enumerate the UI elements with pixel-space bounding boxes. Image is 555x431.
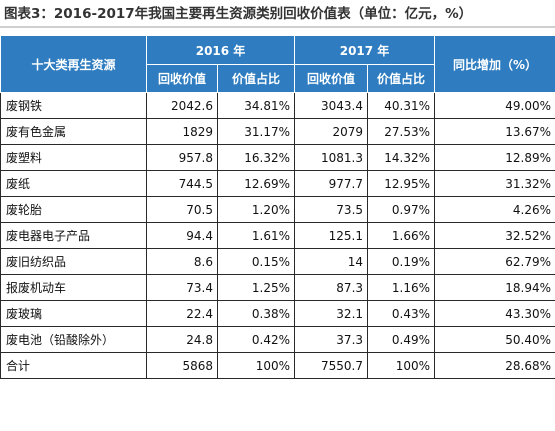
table-row: 废塑料 957.8 16.32% 1081.3 14.32% 12.89% [0,144,555,171]
cell-category: 废纸 [0,170,147,197]
cell-category: 废玻璃 [0,300,147,327]
table-row: 废电池（铅酸除外） 24.8 0.42% 37.3 0.49% 50.40% [0,326,555,353]
cell-value-2017: 87.3 [294,274,369,301]
cell-growth: 49.00% [434,92,555,119]
cell-share-2016: 1.61% [216,222,296,249]
cell-value-2017: 7550.7 [294,352,369,379]
cell-share-2016: 34.81% [216,92,296,119]
table-row: 废有色金属 1829 31.17% 2079 27.53% 13.67% [0,118,555,145]
cell-growth: 43.30% [434,300,555,327]
cell-share-2016: 31.17% [216,118,296,145]
cell-growth: 4.26% [434,196,555,223]
cell-value-2017: 3043.4 [294,92,369,119]
cell-value-2016: 744.5 [146,170,218,197]
cell-share-2016: 0.38% [216,300,296,327]
table-row: 报废机动车 73.4 1.25% 87.3 1.16% 18.94% [0,274,555,301]
cell-share-2017: 14.32% [367,144,436,171]
cell-share-2017: 0.97% [367,196,436,223]
cell-category: 废塑料 [0,144,147,171]
cell-share-2016: 1.20% [216,196,296,223]
cell-growth: 28.68% [434,352,555,379]
cell-value-2016: 1829 [146,118,218,145]
cell-share-2016: 0.15% [216,248,296,275]
table-row: 废钢铁 2042.6 34.81% 3043.4 40.31% 49.00% [0,92,555,119]
cell-share-2017: 12.95% [367,170,436,197]
cell-value-2017: 2079 [294,118,369,145]
cell-share-2017: 1.66% [367,222,436,249]
cell-value-2016: 24.8 [146,326,218,353]
cell-value-2017: 73.5 [294,196,369,223]
cell-growth: 31.32% [434,170,555,197]
header-value-2016: 回收价值 [146,64,218,93]
cell-share-2017: 100% [367,352,436,379]
cell-value-2016: 957.8 [146,144,218,171]
cell-share-2016: 16.32% [216,144,296,171]
cell-value-2016: 94.4 [146,222,218,249]
header-year-2016: 2016 年 [145,35,296,65]
cell-category: 废旧纺织品 [0,248,147,275]
cell-value-2017: 37.3 [294,326,369,353]
cell-share-2017: 27.53% [367,118,436,145]
header-growth: 同比增加（%） [434,35,555,93]
cell-category: 合计 [0,352,147,379]
cell-value-2016: 73.4 [146,274,218,301]
cell-category: 废电器电子产品 [0,222,147,249]
cell-share-2017: 0.19% [367,248,436,275]
title-divider [0,26,555,28]
cell-growth: 50.40% [434,326,555,353]
cell-category: 报废机动车 [0,274,147,301]
cell-growth: 13.67% [434,118,555,145]
header-value-2017: 回收价值 [294,64,369,93]
cell-share-2017: 40.31% [367,92,436,119]
table-row-total: 合计 5868 100% 7550.7 100% 28.68% [0,352,555,379]
cell-share-2016: 1.25% [216,274,296,301]
header-year-2017: 2017 年 [294,35,436,65]
table-title: 图表3：2016-2017年我国主要再生资源类别回收价值表（单位：亿元，%） [4,6,473,22]
cell-value-2016: 8.6 [146,248,218,275]
table-row: 废旧纺织品 8.6 0.15% 14 0.19% 62.79% [0,248,555,275]
table-row: 废玻璃 22.4 0.38% 32.1 0.43% 43.30% [0,300,555,327]
cell-share-2016: 100% [216,352,296,379]
table-body: 废钢铁 2042.6 34.81% 3043.4 40.31% 49.00% 废… [0,92,555,379]
cell-growth: 62.79% [434,248,555,275]
cell-category: 废电池（铅酸除外） [0,326,147,353]
cell-share-2016: 12.69% [216,170,296,197]
cell-category: 废钢铁 [0,92,147,119]
cell-value-2016: 70.5 [146,196,218,223]
cell-value-2017: 125.1 [294,222,369,249]
cell-value-2016: 5868 [146,352,218,379]
header-row-metrics: 回收价值 价值占比 回收价值 价值占比 [1,64,555,93]
cell-value-2016: 2042.6 [146,92,218,119]
cell-growth: 18.94% [434,274,555,301]
cell-share-2017: 0.49% [367,326,436,353]
table-row: 废轮胎 70.5 1.20% 73.5 0.97% 4.26% [0,196,555,223]
header-row-years: 十大类再生资源 2016 年 2017 年 同比增加（%） [0,35,555,93]
cell-category: 废有色金属 [0,118,147,145]
cell-share-2017: 1.16% [367,274,436,301]
cell-growth: 12.89% [434,144,555,171]
cell-value-2016: 22.4 [146,300,218,327]
cell-growth: 32.52% [434,222,555,249]
cell-value-2017: 14 [294,248,369,275]
header-share-2016: 价值占比 [216,64,296,93]
recycling-value-table: 十大类再生资源 2016 年 2017 年 同比增加（%） 回收价值 价值占比 … [0,35,555,379]
cell-value-2017: 1081.3 [294,144,369,171]
cell-value-2017: 32.1 [294,300,369,327]
cell-share-2017: 0.43% [367,300,436,327]
header-share-2017: 价值占比 [367,64,436,93]
table-row: 废电器电子产品 94.4 1.61% 125.1 1.66% 32.52% [0,222,555,249]
cell-category: 废轮胎 [0,196,147,223]
cell-value-2017: 977.7 [294,170,369,197]
table-row: 废纸 744.5 12.69% 977.7 12.95% 31.32% [0,170,555,197]
header-category: 十大类再生资源 [0,35,147,93]
cell-share-2016: 0.42% [216,326,296,353]
